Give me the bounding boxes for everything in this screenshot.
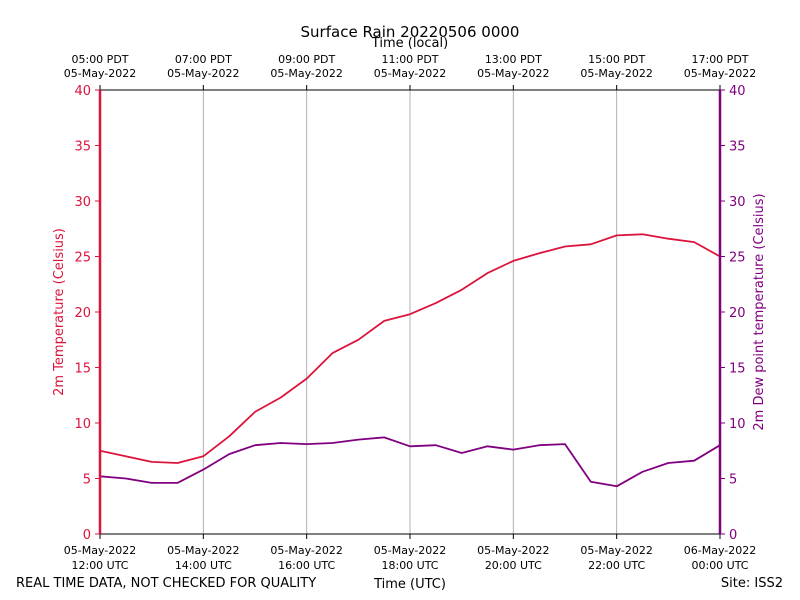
y-tick-label-left: 30 xyxy=(74,195,91,210)
x-tick-label-utc-time: 18:00 UTC xyxy=(381,559,438,572)
x-tick-label-utc-date: 05-May-2022 xyxy=(167,544,239,557)
x-tick-label-local-date: 05-May-2022 xyxy=(270,67,342,80)
y-tick-label-right: 10 xyxy=(729,417,746,432)
y-tick-label-right: 30 xyxy=(729,195,746,210)
x-tick-label-local-date: 05-May-2022 xyxy=(64,67,136,80)
y-axis-label-left: 2m Temperature (Celsius) xyxy=(52,228,67,396)
x-tick-label-utc-date: 06-May-2022 xyxy=(684,544,756,557)
x-tick-label-local-date: 05-May-2022 xyxy=(580,67,652,80)
x-tick-label-utc-time: 00:00 UTC xyxy=(691,559,748,572)
x-tick-label-utc-date: 05-May-2022 xyxy=(477,544,549,557)
series-line-dewpoint xyxy=(99,436,721,488)
y-tick-label-left: 35 xyxy=(74,140,91,155)
x-tick-label-utc-time: 20:00 UTC xyxy=(485,559,542,572)
x-tick-label-local-time: 13:00 PDT xyxy=(485,53,542,66)
x-tick-label-local-time: 09:00 PDT xyxy=(278,53,335,66)
x-tick-label-local-date: 05-May-2022 xyxy=(684,67,756,80)
y-axis-label-right: 2m Dew point temperature (Celsius) xyxy=(752,193,767,430)
y-tick-label-left: 10 xyxy=(74,417,91,432)
y-tick-label-right: 15 xyxy=(729,362,746,377)
disclaimer-text: REAL TIME DATA, NOT CHECKED FOR QUALITY xyxy=(16,576,317,591)
y-tick-label-left: 20 xyxy=(74,306,91,321)
y-tick-label-left: 5 xyxy=(83,473,91,488)
chart-title: Surface Rain 20220506 0000 xyxy=(301,23,520,41)
x-tick-label-local-time: 17:00 PDT xyxy=(691,53,748,66)
x-tick-label-utc-date: 05-May-2022 xyxy=(580,544,652,557)
y-tick-label-left: 0 xyxy=(83,528,91,543)
x-tick-label-utc-time: 12:00 UTC xyxy=(71,559,128,572)
y-tick-label-left: 15 xyxy=(74,362,91,377)
x-tick-label-local-time: 15:00 PDT xyxy=(588,53,645,66)
y-tick-label-right: 25 xyxy=(729,251,746,266)
x-tick-label-local-time: 07:00 PDT xyxy=(175,53,232,66)
x-tick-label-local-time: 11:00 PDT xyxy=(381,53,438,66)
y-tick-label-right: 5 xyxy=(729,473,737,488)
x-tick-label-utc-time: 22:00 UTC xyxy=(588,559,645,572)
x-tick-label-local-date: 05-May-2022 xyxy=(167,67,239,80)
y-tick-label-left: 25 xyxy=(74,251,91,266)
y-tick-label-left: 40 xyxy=(74,84,91,99)
y-tick-label-right: 20 xyxy=(729,306,746,321)
x-tick-label-utc-date: 05-May-2022 xyxy=(64,544,136,557)
x-tick-label-utc-date: 05-May-2022 xyxy=(374,544,446,557)
site-label: Site: ISS2 xyxy=(720,576,783,591)
series-line-temperature xyxy=(99,233,721,464)
x-tick-label-utc-date: 05-May-2022 xyxy=(270,544,342,557)
y-tick-label-right: 40 xyxy=(729,84,746,99)
x-tick-label-local-time: 05:00 PDT xyxy=(71,53,128,66)
x-axis-label-utc: Time (UTC) xyxy=(373,577,446,592)
x-axis-label-local: Time (local) xyxy=(371,36,448,51)
x-tick-label-utc-time: 14:00 UTC xyxy=(175,559,232,572)
x-tick-label-local-date: 05-May-2022 xyxy=(374,67,446,80)
y-tick-label-right: 35 xyxy=(729,140,746,155)
x-tick-label-local-date: 05-May-2022 xyxy=(477,67,549,80)
y-tick-label-right: 0 xyxy=(729,528,737,543)
x-tick-label-utc-time: 16:00 UTC xyxy=(278,559,335,572)
